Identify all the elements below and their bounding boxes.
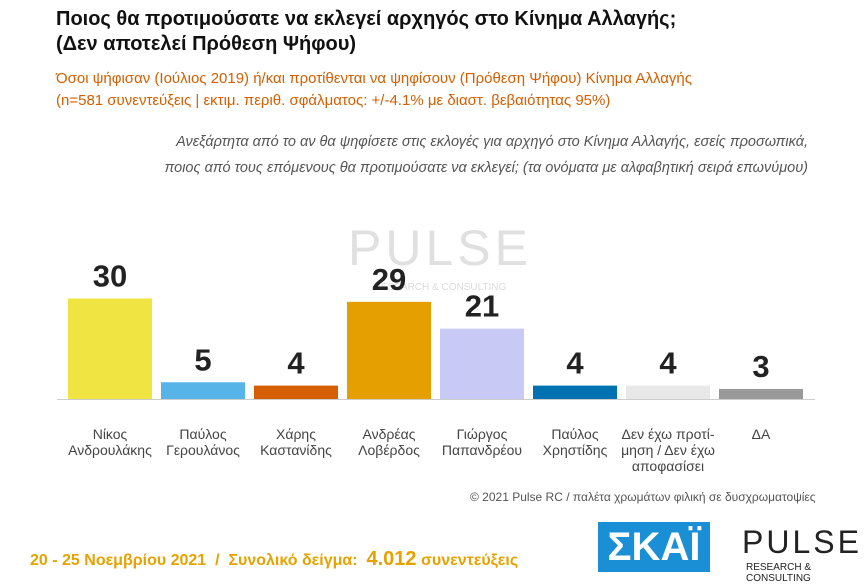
value-label: 3 [752, 349, 769, 384]
footer-label: Συνολικό δείγμα: [228, 552, 358, 569]
title: (Δεν αποτελεί Πρόθεση Ψήφου) [56, 33, 357, 55]
bar [161, 382, 245, 399]
bar [533, 385, 617, 399]
subtitle: Όσοι ψήφισαν (Ιούλιος 2019) ή/και προτίθ… [56, 70, 692, 87]
credit: © 2021 Pulse RC / παλέτα χρωμάτων φιλική… [470, 490, 816, 504]
category-label: Νίκος Ανδρουλάκης [68, 426, 152, 458]
value-label: 21 [465, 289, 499, 324]
footer: 20 - 25 Νοεμβρίου 2021 / Συνολικό δείγμα… [30, 548, 518, 571]
bar [347, 301, 431, 399]
footer-unit: συνεντεύξεις [420, 552, 519, 569]
footer-sample: 4.012 [366, 548, 417, 570]
value-label: 30 [93, 259, 127, 294]
bar [440, 328, 524, 399]
bar [626, 385, 710, 399]
value-label: 5 [194, 342, 211, 377]
footer-separator: / [215, 552, 220, 569]
watermark: PULSE [348, 220, 532, 276]
category-label: Παύλος Χρηστίδης [542, 426, 608, 458]
category-label: Χάρης Καστανίδης [260, 426, 332, 458]
value-label: 29 [372, 262, 406, 297]
category-label: ΔΑ [751, 426, 771, 442]
bar [254, 385, 338, 399]
title: Ποιος θα προτιμούσατε να εκλεγεί αρχηγός… [56, 8, 677, 30]
category-label: Δεν έχω προτί- μηση / Δεν έχω αποφασίσει [621, 426, 715, 474]
question: Ανεξάρτητα από το αν θα ψηφίσετε στις εκ… [176, 134, 808, 150]
skai-logo: ΣΚΑΪ [598, 522, 710, 572]
category-label: Παύλος Γερουλάνος [166, 426, 240, 458]
watermark-sub: RESEARCH & CONSULTING [374, 282, 507, 293]
bar [719, 388, 803, 399]
category-label: Ανδρέας Λοβέρδος [358, 426, 420, 458]
value-label: 4 [566, 346, 584, 381]
pulse-logo-sub: RESEARCH & CONSULTING [746, 562, 812, 584]
value-label: 4 [659, 346, 677, 381]
subtitle: (n=581 συνεντεύξεις | εκτιμ. περιθ. σφάλ… [56, 92, 611, 109]
value-label: 4 [287, 346, 305, 381]
pulse-logo: PULSE [742, 524, 862, 560]
bar [68, 298, 152, 399]
category-label: Γιώργος Παπανδρέου [441, 426, 523, 458]
footer-date: 20 - 25 Νοεμβρίου 2021 [30, 552, 207, 569]
question: ποιος από τους επόμενους θα προτιμούσατε… [164, 160, 808, 176]
